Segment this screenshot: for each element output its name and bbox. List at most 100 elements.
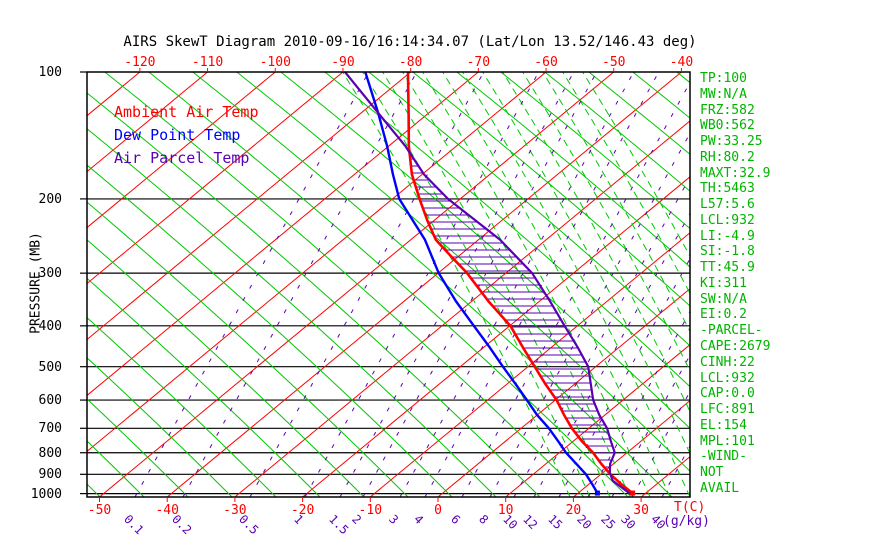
stat-not: NOT [700,465,724,481]
dry-adiabat [87,201,409,497]
top-temp-label--50: -50 [602,55,626,70]
stat-avail: AVAIL [700,480,740,496]
pressure-label-100: 100 [38,65,62,80]
dry-adiabat [544,72,690,192]
moist-adiabat [422,72,651,497]
bottom-temp-label--20: -20 [290,503,315,518]
stat-lcl: LCL:932 [700,212,755,228]
moist-adiabat [542,72,690,333]
stat-cap: CAP:0.0 [700,386,755,402]
stat-li: LI:-4.9 [700,228,755,244]
dry-adiabat [148,72,629,497]
isotherm--20 [302,176,690,497]
top-temp-label--120: -120 [124,55,156,70]
moist-adiabat [442,72,671,497]
top-temp-label--100: -100 [259,55,291,70]
stat-pw: PW:33.25 [700,134,763,150]
plot-border [86,71,691,498]
stat-el: EL:154 [700,417,747,433]
mixing-ratio-line-0.5 [249,72,485,497]
curve-ambient-air-temp [406,72,635,496]
moist-adiabat [382,72,611,497]
legend-dew-point-temp: Dew Point Temp [114,126,241,144]
dry-adiabat [87,317,277,497]
pressure-label-300: 300 [38,266,62,282]
dry-adiabat [192,72,673,497]
bottom-temp-label-10: 10 [497,503,514,518]
dry-adiabat [588,72,690,155]
dry-adiabat [500,72,690,230]
curve-dew-point-temp [364,72,600,496]
dry-adiabat [87,128,497,497]
stat-si: SI:-1.8 [700,244,755,260]
ambient-surface-marker [630,490,636,496]
isotherm--70 [87,72,479,397]
moist-adiabat [502,72,690,413]
top-temp-label--40: -40 [669,55,694,70]
temp-axis-unit: T(C) [674,500,706,515]
top-temp-label--90: -90 [331,55,355,70]
stat--parcel-: -PARCEL- [700,323,763,339]
dry-adiabat [87,398,189,497]
dry-adiabat [412,72,690,307]
isotherm-0 [437,288,690,497]
stat-tp: TP:100 [700,71,747,86]
pressure-label-900: 900 [38,467,62,483]
sounding-curves [344,72,636,496]
stat-lcl: LCL:932 [700,370,755,386]
top-temp-label--110: -110 [191,55,224,70]
stat-l57: L57:5.6 [700,197,755,213]
dry-adiabat [87,92,541,497]
stat-cinh: CINH:22 [700,354,755,370]
curve-air-parcel-temp [344,72,633,496]
bottom-temp-label-30: 30 [633,503,649,518]
isotherm--110 [87,72,208,173]
bottom-temp-label--30: -30 [223,503,247,518]
moist-adiabat [582,72,690,258]
stat-mpl: MPL:101 [700,433,755,449]
bottom-temp-label-20: 20 [565,503,582,518]
bottom-temp-label-0: 0 [434,503,442,518]
legend-ambient-air-temp: Ambient Air Temp [114,103,259,121]
cape-hatch-area [410,158,615,468]
stat-sw: SW:N/A [700,291,747,307]
moist-adiabat [402,72,631,497]
bottom-temp-label--10: -10 [358,503,383,518]
moist-adiabat [362,72,591,497]
pressure-label-600: 600 [38,393,62,409]
dry-adiabat [104,72,585,497]
bottom-temp-label--40: -40 [155,503,179,518]
pressure-label-1000: 1000 [30,486,62,502]
isotherm-10 [505,344,690,497]
pressure-label-200: 200 [38,191,62,207]
pressure-label-500: 500 [38,359,62,375]
stat-rh: RH:80.2 [700,149,755,165]
stat-lfc: LFC:891 [700,402,755,418]
stat-frz: FRZ:582 [700,102,755,118]
mixing-ratio-axis-unit: (g/kg) [663,514,710,529]
isotherm--50 [99,72,615,497]
stat-mw: MW:N/A [700,86,747,102]
dry-adiabat [87,277,321,497]
pressure-label-800: 800 [38,445,62,461]
moist-adiabat [462,72,690,497]
dry-adiabat [368,72,690,347]
stat-th: TH:5463 [700,181,755,197]
moist-adiabat [562,72,690,295]
stat--wind-: -WIND- [700,449,747,465]
pressure-axis-title: PRESSURE (MB) [28,232,44,334]
top-temp-label--70: -70 [466,55,491,70]
pressure-label-400: 400 [38,318,62,334]
legend-air-parcel-temp: Air Parcel Temp [114,149,250,167]
isotherm--10 [369,232,690,497]
dry-adiabat [456,72,690,268]
top-temp-label--80: -80 [398,55,423,70]
legend: Ambient Air Temp Dew Point Temp Air Parc… [114,101,259,170]
dry-adiabat [87,357,233,497]
dry-adiabat [87,239,365,497]
stat-cape: CAPE:2679 [700,339,771,355]
pressure-label-700: 700 [38,421,62,437]
isotherm--40 [166,72,682,497]
isotherm--90 [87,72,344,285]
